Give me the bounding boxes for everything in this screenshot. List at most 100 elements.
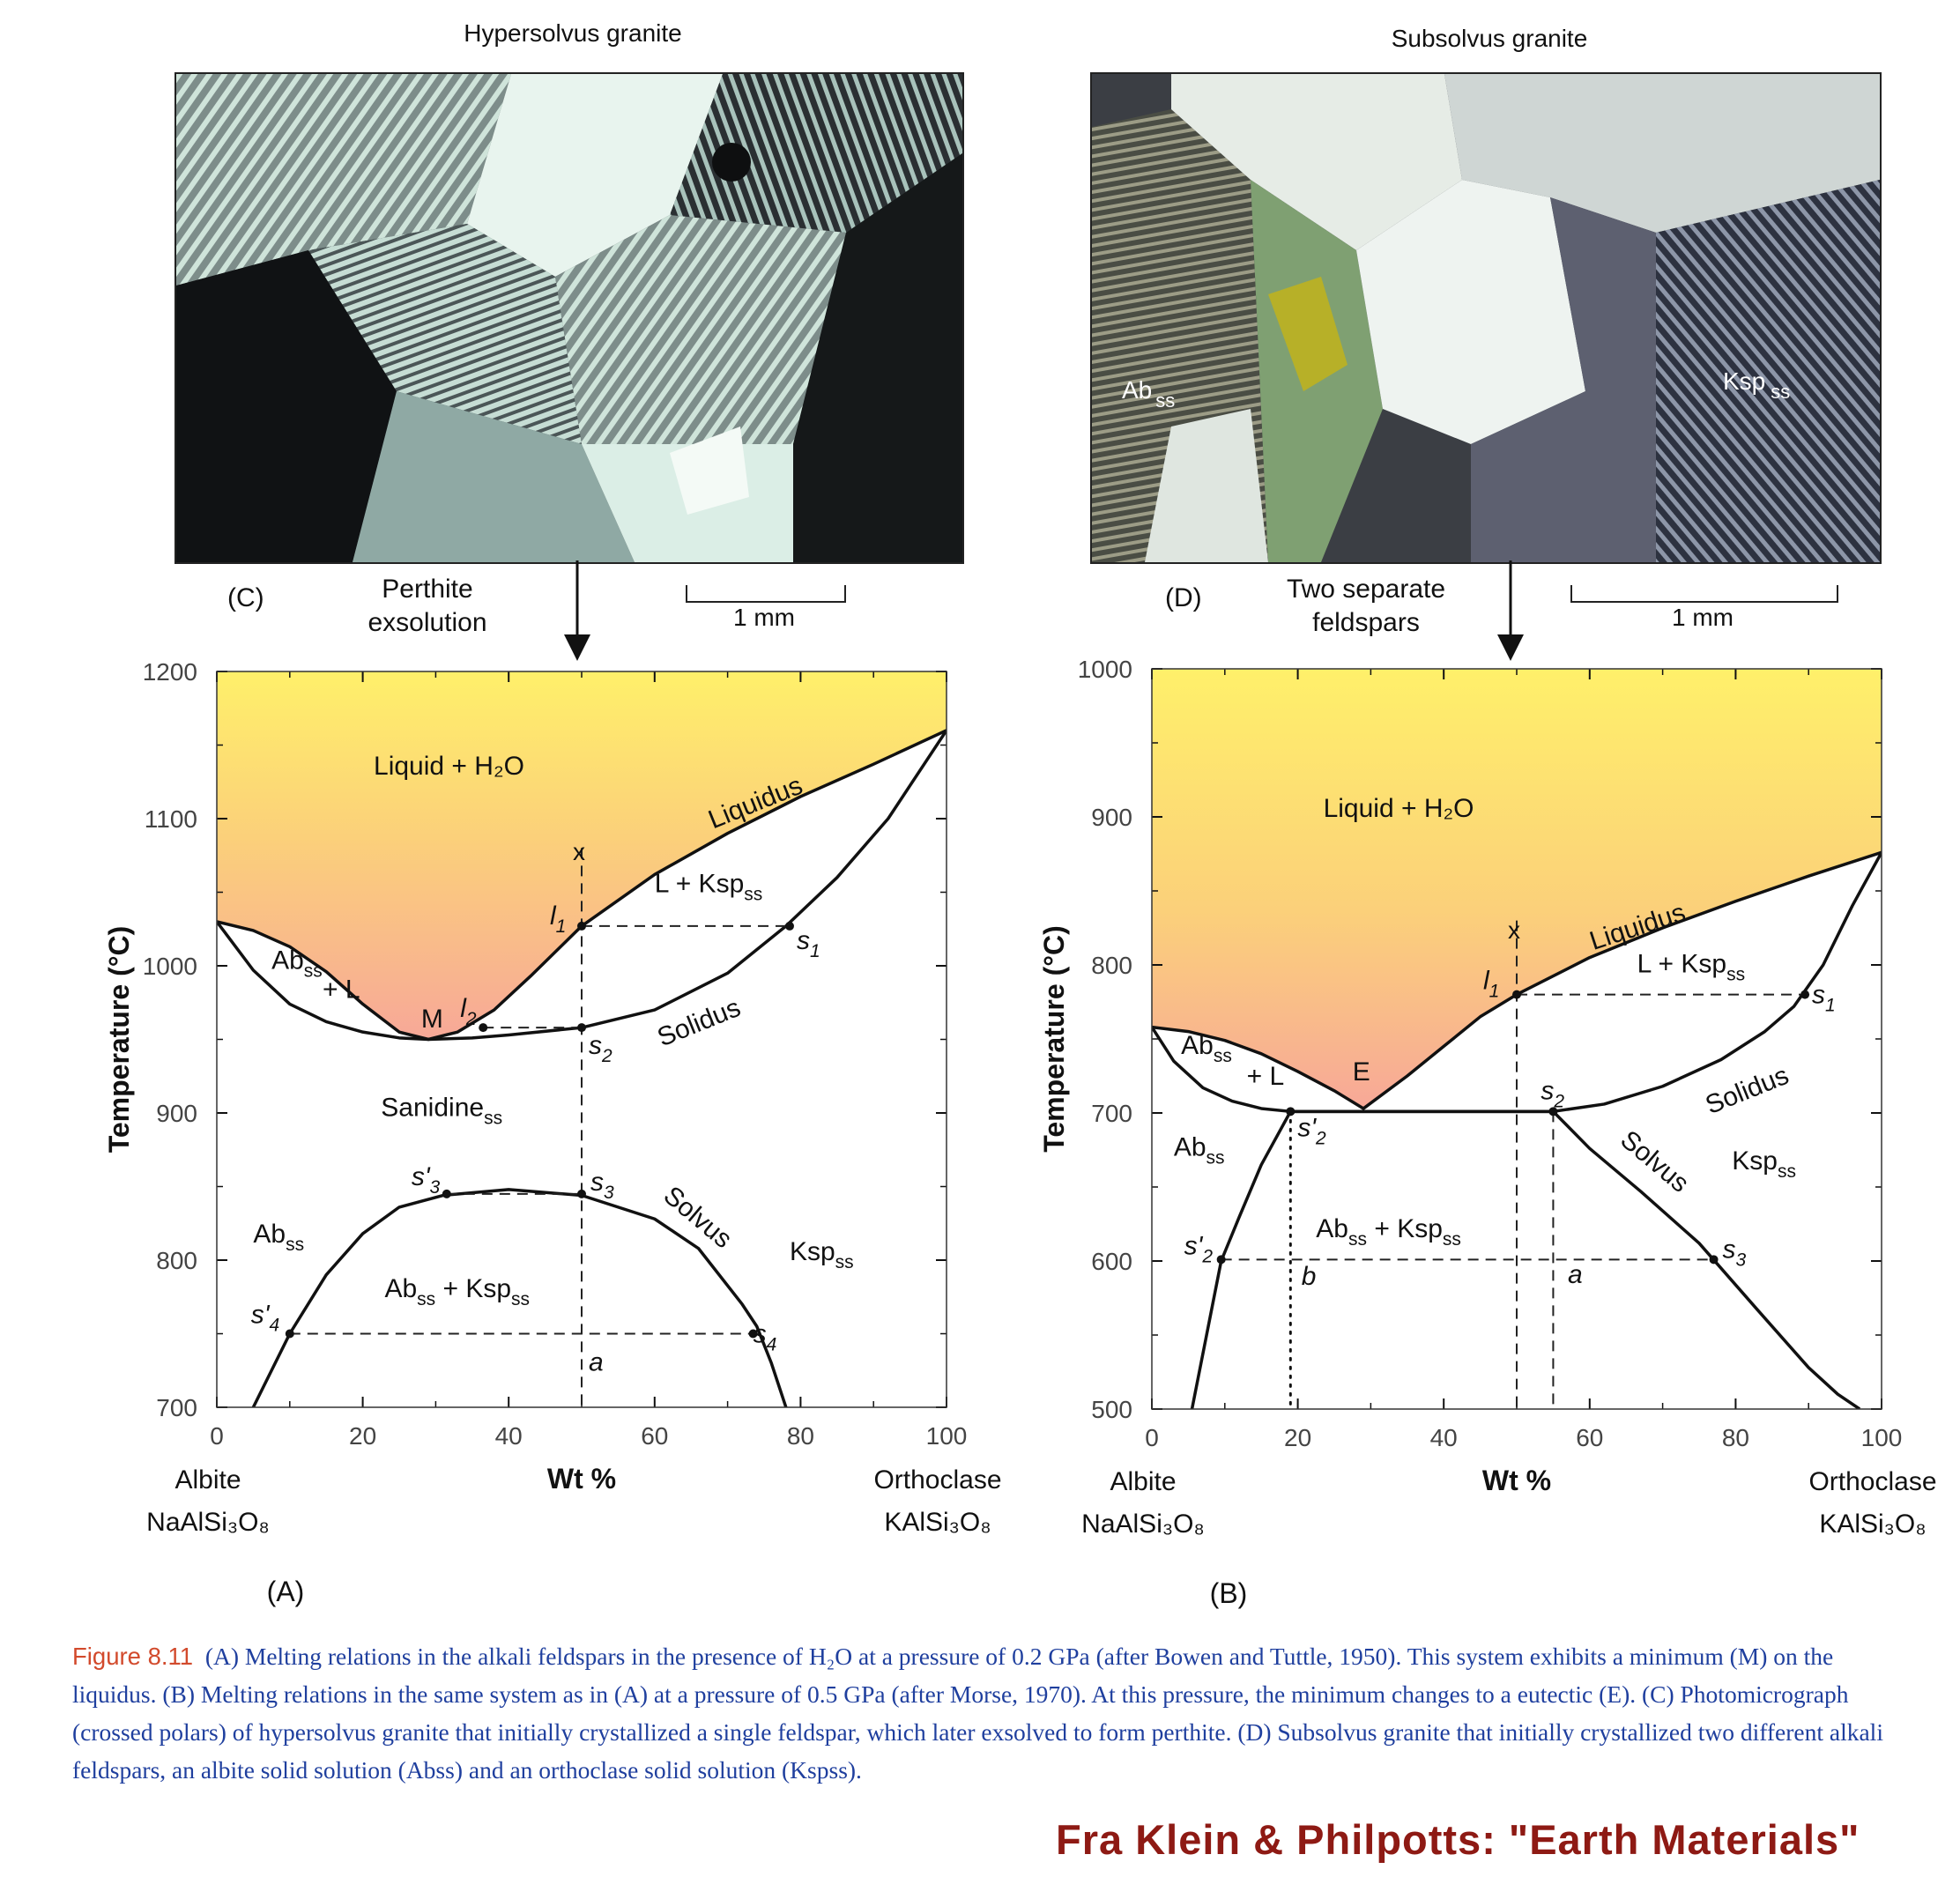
hypersolvus-photomicrograph	[174, 72, 964, 564]
point-l1	[577, 921, 586, 931]
x-tick-label: 80	[1722, 1424, 1749, 1451]
two-feldspars-annotation: Two separate feldspars	[1269, 573, 1463, 640]
point-s2	[1548, 1107, 1558, 1116]
figure-caption: Figure 8.11 (A) Melting relations in the…	[72, 1637, 1914, 1789]
curve-solidus	[1152, 851, 1882, 1114]
field-liquid: Liquid + H₂O	[374, 752, 524, 781]
x-marker: x	[573, 838, 585, 865]
field-l-ksp: L + Kspss	[655, 870, 762, 905]
annotation-line-2: feldspars	[1312, 608, 1420, 637]
endmember-right-formula: KAlSi₃O₈	[884, 1508, 991, 1537]
point-label: s1	[1812, 981, 1836, 1016]
point-sp4	[285, 1329, 294, 1339]
chart-a: 0 20 40 60 80 100 700 800 900 1000 1100 1200 Tempera…	[103, 658, 1002, 1607]
x-tick-label: 60	[1576, 1424, 1603, 1451]
y-tick-label: 500	[1091, 1396, 1132, 1423]
minimum-label: M	[421, 1005, 443, 1034]
endmember-right-name: Orthoclase	[1808, 1467, 1936, 1496]
point-label: l1	[1483, 967, 1499, 1002]
field-ab-ksp: Abss + Kspss	[1316, 1214, 1461, 1250]
point-label: s'2	[1297, 1113, 1326, 1148]
point-sp3	[442, 1189, 451, 1198]
curve-liquidus	[217, 729, 947, 1042]
y-tick-label: 1200	[143, 658, 197, 686]
point-label: l1	[550, 901, 566, 937]
curve-solvus	[1190, 1109, 1861, 1409]
point-s3	[577, 1189, 586, 1198]
endmember-left-formula: NaAlSi₃O₈	[146, 1508, 270, 1537]
endmember-left-name: Albite	[1110, 1467, 1176, 1496]
field-ab-l: Abss	[1181, 1031, 1232, 1066]
curve-solvus	[251, 1188, 788, 1407]
y-tick-label: 600	[1091, 1248, 1132, 1275]
y-axis-label: Temperature (°C)	[103, 926, 135, 1153]
point-label: s4	[754, 1320, 777, 1355]
point-s3	[1709, 1255, 1719, 1265]
curve-liquidus	[1152, 850, 1882, 1110]
x-tick-label: 60	[641, 1422, 668, 1450]
point-s4	[748, 1329, 758, 1339]
book-credit: Fra Klein & Philpotts: "Earth Materials"	[1056, 1816, 1860, 1863]
x-tick-label: 80	[787, 1422, 814, 1450]
annotation-line-1: Perthite	[382, 575, 473, 604]
plot-frame	[216, 671, 947, 1408]
photo-title-right: Subsolvus granite	[1391, 25, 1588, 52]
x-tick-label: 40	[495, 1422, 523, 1450]
annotation-line-1: Two separate	[1286, 575, 1446, 604]
phase-diagrams: 0 20 40 60 80 100700800900100011001200Tempera…	[103, 560, 1937, 1609]
field-ab: Abss	[1174, 1133, 1225, 1168]
ab-ss-label: Ab ss	[1122, 376, 1175, 412]
y-tick-label: 800	[156, 1247, 197, 1274]
point-label: s1	[797, 926, 820, 961]
field-ab: Abss	[253, 1220, 304, 1255]
point-label: s2	[589, 1031, 612, 1066]
y-tick-label: 1000	[143, 953, 197, 980]
point-sp2	[1216, 1255, 1226, 1265]
field-sanidine: Sanidiness	[381, 1093, 502, 1128]
chart-b: 0 20 40 60 80 100 500 600 700 800 900 1000 Temperatu…	[1038, 656, 1937, 1609]
field-ksp: Kspss	[790, 1237, 854, 1272]
perthite-annotation: Perthite exsolution	[339, 573, 516, 640]
field-ab-l-plus: + L	[323, 975, 360, 1005]
field-ab-l: Abss	[271, 946, 323, 981]
plot-frame	[1151, 668, 1882, 1410]
x-axis-label: Wt %	[1482, 1465, 1551, 1496]
a-marker: a	[589, 1347, 604, 1376]
panel-label-c: (C)	[227, 583, 264, 612]
scale-label-right: 1 mm	[1672, 604, 1734, 631]
point-s1	[1800, 990, 1810, 999]
endmember-right-name: Orthoclase	[873, 1465, 1001, 1495]
subsolvus-photomicrograph: Ab ss Ksp ss	[1090, 72, 1882, 564]
y-tick-label: 900	[156, 1100, 197, 1127]
field-liquid: Liquid + H₂O	[1324, 794, 1474, 823]
point-label: s'2	[1184, 1231, 1214, 1266]
photo-title-left: Hypersolvus granite	[464, 19, 682, 47]
field-ab-l-plus: + L	[1247, 1062, 1285, 1091]
point-s1	[784, 921, 794, 931]
curves	[217, 729, 947, 1407]
x-tick-label: 20	[349, 1422, 376, 1450]
point-label: s'3	[412, 1162, 441, 1198]
y-tick-label: 700	[156, 1394, 197, 1421]
b-marker: b	[1302, 1262, 1317, 1291]
a-marker: a	[1568, 1260, 1583, 1289]
point-label: s'4	[251, 1301, 279, 1336]
point-label: l2	[460, 994, 477, 1029]
y-tick-label: 1000	[1078, 656, 1132, 683]
x-tick-label: 20	[1284, 1424, 1311, 1451]
liquid-field-shading	[1152, 669, 1882, 1109]
y-axis-label: Temperature (°C)	[1038, 925, 1070, 1153]
x-tick-label: 0	[210, 1422, 224, 1450]
x-tick-label: 0	[1145, 1424, 1159, 1451]
annotation-line-2: exsolution	[368, 608, 487, 637]
point-s2	[577, 1023, 586, 1033]
x-marker: x	[1508, 916, 1520, 944]
endmember-left-formula: NaAlSi₃O₈	[1081, 1510, 1205, 1539]
scale-bar-left	[686, 585, 846, 603]
y-tick-label: 1100	[145, 805, 197, 833]
field-ksp: Kspss	[1732, 1146, 1796, 1182]
field-ab-ksp: Abss + Kspss	[384, 1274, 530, 1309]
x-tick-label: 100	[1861, 1424, 1903, 1451]
field-l-ksp: L + Kspss	[1637, 949, 1745, 984]
x-axis-label: Wt %	[547, 1463, 616, 1495]
